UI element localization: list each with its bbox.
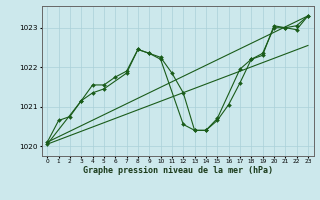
X-axis label: Graphe pression niveau de la mer (hPa): Graphe pression niveau de la mer (hPa) <box>83 166 273 175</box>
